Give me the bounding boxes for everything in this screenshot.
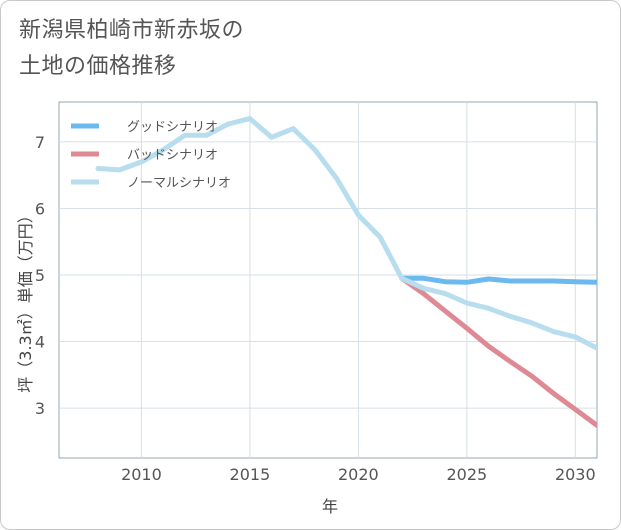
y-tick-label: 3 [35,399,45,418]
x-axis-label: 年 [322,497,338,516]
chart-title-line-2: 土地の価格推移 [19,54,177,79]
normal-scenario-line [95,116,597,351]
x-tick-label: 2030 [555,465,596,484]
x-tick-label: 2025 [446,465,487,484]
legend-normal-label: ノーマルシナリオ [127,176,231,191]
chart-title: 新潟県柏崎市新赤坂の 土地の価格推移 [19,13,439,85]
x-tick-label: 2020 [338,465,379,484]
bad-scenario-line [399,275,597,428]
y-tick-label: 7 [35,133,45,152]
legend-good-label: グッドシナリオ [127,120,218,135]
y-tick-label: 5 [35,266,45,285]
x-axis-ticks: 2010 2015 2020 2025 2030 [121,465,596,484]
y-tick-label: 4 [35,333,45,352]
x-tick-label: 2010 [121,465,162,484]
chart-title-line-1: 新潟県柏崎市新赤坂の [19,18,245,43]
good-scenario-line [399,275,597,285]
y-tick-label: 6 [35,199,45,218]
y-axis-ticks: 3 4 5 6 7 [35,133,45,418]
legend-bad-label: バッドシナリオ [127,148,218,163]
series-lines [95,116,597,428]
x-tick-label: 2015 [230,465,271,484]
y-axis-label: 坪（3.3㎡）単価（万円） [16,207,35,392]
